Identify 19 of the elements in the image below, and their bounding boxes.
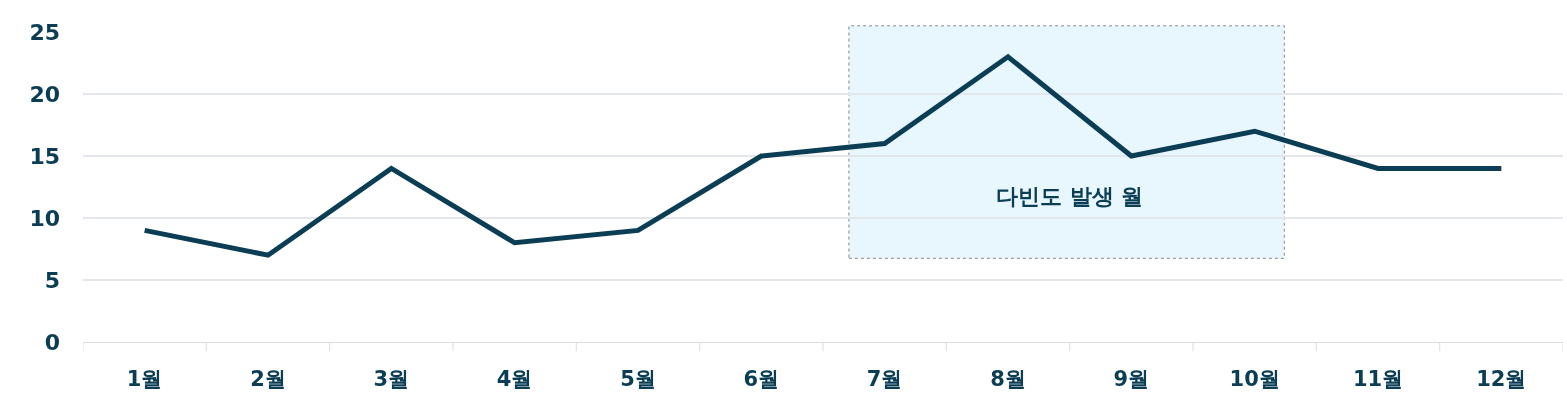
x-tick-label: 2월 — [250, 367, 286, 392]
x-tick-label: 8월 — [990, 367, 1026, 392]
y-tick-label: 10 — [29, 205, 60, 231]
x-tick-label: 1월 — [126, 367, 163, 392]
x-tick-label: 10월 — [1229, 367, 1280, 392]
x-tick-label: 5월 — [620, 367, 656, 392]
x-tick-label: 11월 — [1352, 367, 1404, 392]
x-tick-label: 12월 — [1476, 367, 1527, 392]
band-label: 다빈도 발생 월 — [996, 184, 1144, 209]
y-tick-label: 25 — [29, 19, 60, 45]
y-tick-label: 15 — [29, 143, 60, 169]
y-tick-label: 5 — [44, 267, 60, 293]
x-tick-label: 3월 — [373, 367, 410, 392]
y-tick-label: 0 — [44, 329, 60, 355]
x-tick-label: 9월 — [1113, 367, 1150, 392]
x-tick-label: 7월 — [866, 367, 903, 392]
y-tick-label: 20 — [29, 81, 60, 107]
x-tick-label: 6월 — [743, 367, 780, 392]
x-tick-label: 4월 — [496, 367, 533, 392]
